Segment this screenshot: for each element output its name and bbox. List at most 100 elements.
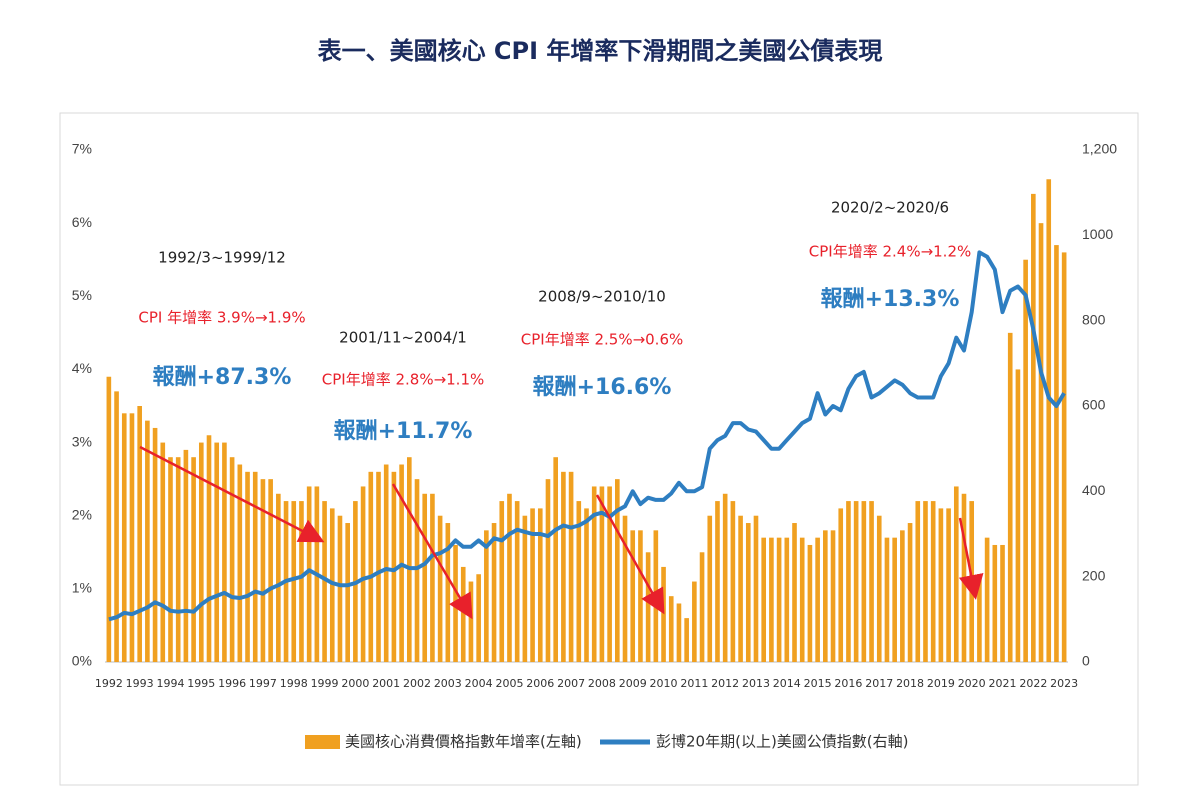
bar (946, 508, 951, 662)
bar (175, 457, 181, 662)
bar (769, 537, 774, 662)
bar (992, 544, 998, 662)
bar (622, 515, 628, 662)
bar (722, 493, 728, 662)
bar (460, 566, 466, 662)
legend-label: 美國核心消費價格指數年增率(左軸) (345, 733, 582, 751)
legend-swatch (305, 735, 340, 749)
annotation-return: 報酬+87.3% (153, 364, 292, 390)
x-tick-label: 2014 (773, 677, 801, 690)
bar (661, 566, 666, 662)
x-tick-label: 1999 (311, 677, 339, 690)
bar (491, 523, 497, 662)
bar (707, 515, 713, 662)
annotation-cpi: CPI年增率 2.4%→1.2% (809, 243, 972, 261)
bar (676, 603, 682, 662)
plot-area: 0% 1% 2% 3% 4% 5% 6% 7% 0 200 400 600 800 1000 1,200 19… (72, 141, 1117, 690)
arrow (958, 517, 984, 600)
y-tick-label: 6% (72, 214, 92, 230)
bar (530, 508, 535, 662)
x-tick-label: 2023 (1050, 677, 1078, 690)
bar (337, 515, 343, 662)
bar (668, 596, 674, 662)
bar (422, 493, 428, 662)
y2-tick-label: 1000 (1082, 226, 1113, 242)
bar (938, 508, 944, 662)
bar (638, 530, 643, 662)
bar (784, 537, 790, 662)
bar (838, 508, 844, 662)
bar (846, 501, 851, 662)
annotation-cpi: CPI 年增率 3.9%→1.9% (138, 309, 305, 327)
bar (607, 486, 612, 662)
bar (368, 471, 374, 662)
bar (869, 501, 874, 662)
bar (522, 515, 528, 662)
annotation-return: 報酬+11.7% (334, 418, 473, 444)
y2-tick-label: 0 (1082, 653, 1090, 669)
bar (599, 486, 605, 662)
bar (1054, 245, 1059, 663)
bar (1046, 179, 1052, 662)
bar (823, 530, 828, 662)
bar (191, 457, 196, 662)
x-tick-label: 2012 (711, 677, 739, 690)
x-tick-label: 1998 (280, 677, 308, 690)
line (108, 250, 1066, 622)
x-tick-label: 2008 (588, 677, 616, 690)
x-tick-label: 2022 (1019, 677, 1047, 690)
bar (730, 501, 736, 662)
bar (1061, 252, 1067, 662)
annotation-period: 2001/11~2004/1 (339, 329, 467, 347)
x-tick-label: 2016 (834, 677, 862, 690)
bar (1000, 544, 1005, 662)
bar (591, 486, 597, 662)
x-tick-label: 2020 (958, 677, 986, 690)
bar (406, 457, 412, 662)
bar (776, 537, 782, 662)
bar (345, 523, 350, 662)
bar (514, 501, 520, 662)
bar (152, 427, 158, 662)
bar (692, 581, 697, 662)
bar (383, 464, 389, 662)
bar (468, 581, 474, 662)
bar (568, 471, 574, 662)
x-tick-label: 1997 (249, 677, 277, 690)
y-tick-label: 1% (72, 580, 92, 596)
annotation-period: 2008/9~2010/10 (538, 288, 666, 306)
x-tick-label: 2002 (403, 677, 431, 690)
bar (884, 537, 890, 662)
bar (214, 442, 220, 662)
bar (907, 523, 913, 662)
x-tick-label: 1992 (95, 677, 123, 690)
annotation-return: 報酬+13.3% (821, 286, 960, 312)
bar (129, 413, 135, 662)
legend-label: 彭博20年期(以上)美國公債指數(右軸) (656, 733, 909, 751)
bar (306, 486, 312, 662)
bar (206, 435, 212, 662)
y-tick-label: 0% (72, 653, 92, 669)
x-tick-label: 2011 (680, 677, 708, 690)
x-tick-label: 2005 (495, 677, 523, 690)
bar (445, 523, 451, 662)
bar (229, 457, 235, 662)
bar (861, 501, 867, 662)
x-tick-label: 1995 (187, 677, 215, 690)
arrow (391, 483, 473, 620)
bar (745, 523, 751, 662)
bar (561, 471, 566, 662)
y2-tick-label: 200 (1082, 567, 1106, 583)
bar (430, 493, 435, 662)
bar (1023, 259, 1028, 662)
bar (1031, 193, 1036, 662)
bar (268, 479, 273, 662)
bar (576, 501, 582, 662)
annotation-cpi: CPI年增率 2.5%→0.6% (521, 331, 684, 349)
bar (437, 515, 443, 662)
bar (484, 530, 489, 662)
bar (815, 537, 820, 662)
bar (738, 515, 743, 662)
bar (1038, 223, 1044, 662)
